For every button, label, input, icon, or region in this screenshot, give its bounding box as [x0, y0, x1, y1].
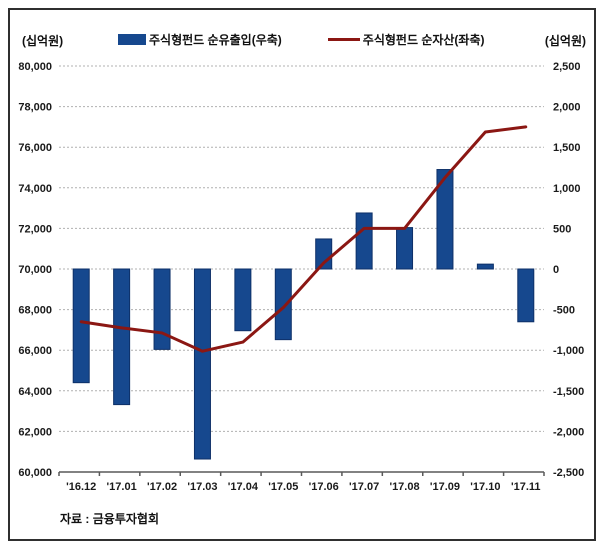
- right-axis-tick-label: 2,500: [553, 61, 581, 73]
- net-flow-bar: [72, 268, 90, 384]
- right-axis-unit-label: (십억원): [544, 34, 586, 48]
- x-axis-category-label: '17.11: [511, 481, 541, 493]
- left-axis-tick-label: 68,000: [18, 305, 52, 317]
- x-axis-category-label: '17.10: [470, 481, 500, 493]
- right-axis-tick-label: -1,500: [553, 386, 584, 398]
- left-axis-tick-label: 76,000: [18, 142, 52, 154]
- combo-chart-canvas: 80,000 2,500 78,000 2,000 76,000 1,500 74,000 1…: [18, 61, 584, 493]
- x-axis-category-label: '17.01: [107, 481, 137, 493]
- legend-label-net-flow: 주식형펀드 순유출입(우축): [149, 33, 282, 47]
- right-axis-tick-label: 1,500: [553, 142, 581, 154]
- net-flow-bar: [476, 263, 494, 270]
- net-flow-bar: [315, 238, 333, 270]
- net-flow-bar: [234, 268, 252, 332]
- line-series-swatch-icon: [327, 38, 360, 41]
- left-axis-tick-label: 80,000: [18, 61, 52, 73]
- net-flow-bar: [193, 268, 211, 460]
- net-flow-bar: [436, 169, 454, 270]
- net-flow-bar: [153, 268, 171, 350]
- net-flow-bar: [113, 268, 131, 406]
- x-axis-category-label: '17.06: [309, 481, 339, 493]
- net-flow-bar: [355, 212, 373, 270]
- left-axis-tick-label: 60,000: [18, 467, 52, 479]
- legend-item-net-flow: 주식형펀드 순유출입(우축): [118, 31, 282, 48]
- right-axis-tick-label: -1,000: [553, 345, 584, 357]
- right-axis-tick-label: -2,000: [553, 426, 584, 438]
- legend-item-net-assets: 주식형펀드 순자산(좌축): [327, 31, 485, 48]
- legend-label-net-assets: 주식형펀드 순자산(좌축): [362, 33, 485, 47]
- source-text: 자료 : 금융투자협회: [60, 512, 159, 526]
- x-axis-category-label: '17.03: [187, 481, 217, 493]
- left-axis-tick-label: 66,000: [18, 345, 52, 357]
- right-axis-tick-label: 2,000: [553, 102, 581, 114]
- left-axis-tick-label: 70,000: [18, 264, 52, 276]
- net-flow-bar: [517, 268, 535, 323]
- x-axis-category-label: '17.05: [268, 481, 298, 493]
- left-axis-tick-label: 62,000: [18, 426, 52, 438]
- right-axis-tick-label: 1,000: [553, 183, 581, 195]
- legend: 주식형펀드 순유출입(우축) 주식형펀드 순자산(좌축): [118, 31, 485, 48]
- x-axis-category-label: '17.09: [430, 481, 460, 493]
- x-axis-category-label: '17.02: [147, 481, 177, 493]
- x-axis-category-label: '16.12: [66, 481, 96, 493]
- left-axis-tick-label: 74,000: [18, 183, 52, 195]
- left-axis-tick-label: 64,000: [18, 386, 52, 398]
- x-axis-category-label: '17.04: [228, 481, 259, 493]
- chart-frame: (십억원) 주식형펀드 순유출입(우축) 주식형펀드 순자산(좌축) (십억원)…: [8, 8, 596, 541]
- right-axis-tick-label: -2,500: [553, 467, 584, 479]
- left-axis-tick-label: 72,000: [18, 223, 52, 235]
- net-assets-line: [79, 125, 528, 353]
- left-axis-tick-label: 78,000: [18, 102, 52, 114]
- right-axis-tick-label: 500: [553, 223, 571, 235]
- right-axis-tick-label: 0: [553, 264, 559, 276]
- bar-series-swatch-icon: [118, 34, 146, 45]
- x-axis-category-label: '17.07: [349, 481, 379, 493]
- net-flow-bar: [396, 227, 414, 270]
- net-flow-bar: [274, 268, 292, 341]
- left-axis-unit-label: (십억원): [22, 34, 64, 48]
- right-axis-tick-label: -500: [553, 305, 575, 317]
- x-axis-category-label: '17.08: [389, 481, 419, 493]
